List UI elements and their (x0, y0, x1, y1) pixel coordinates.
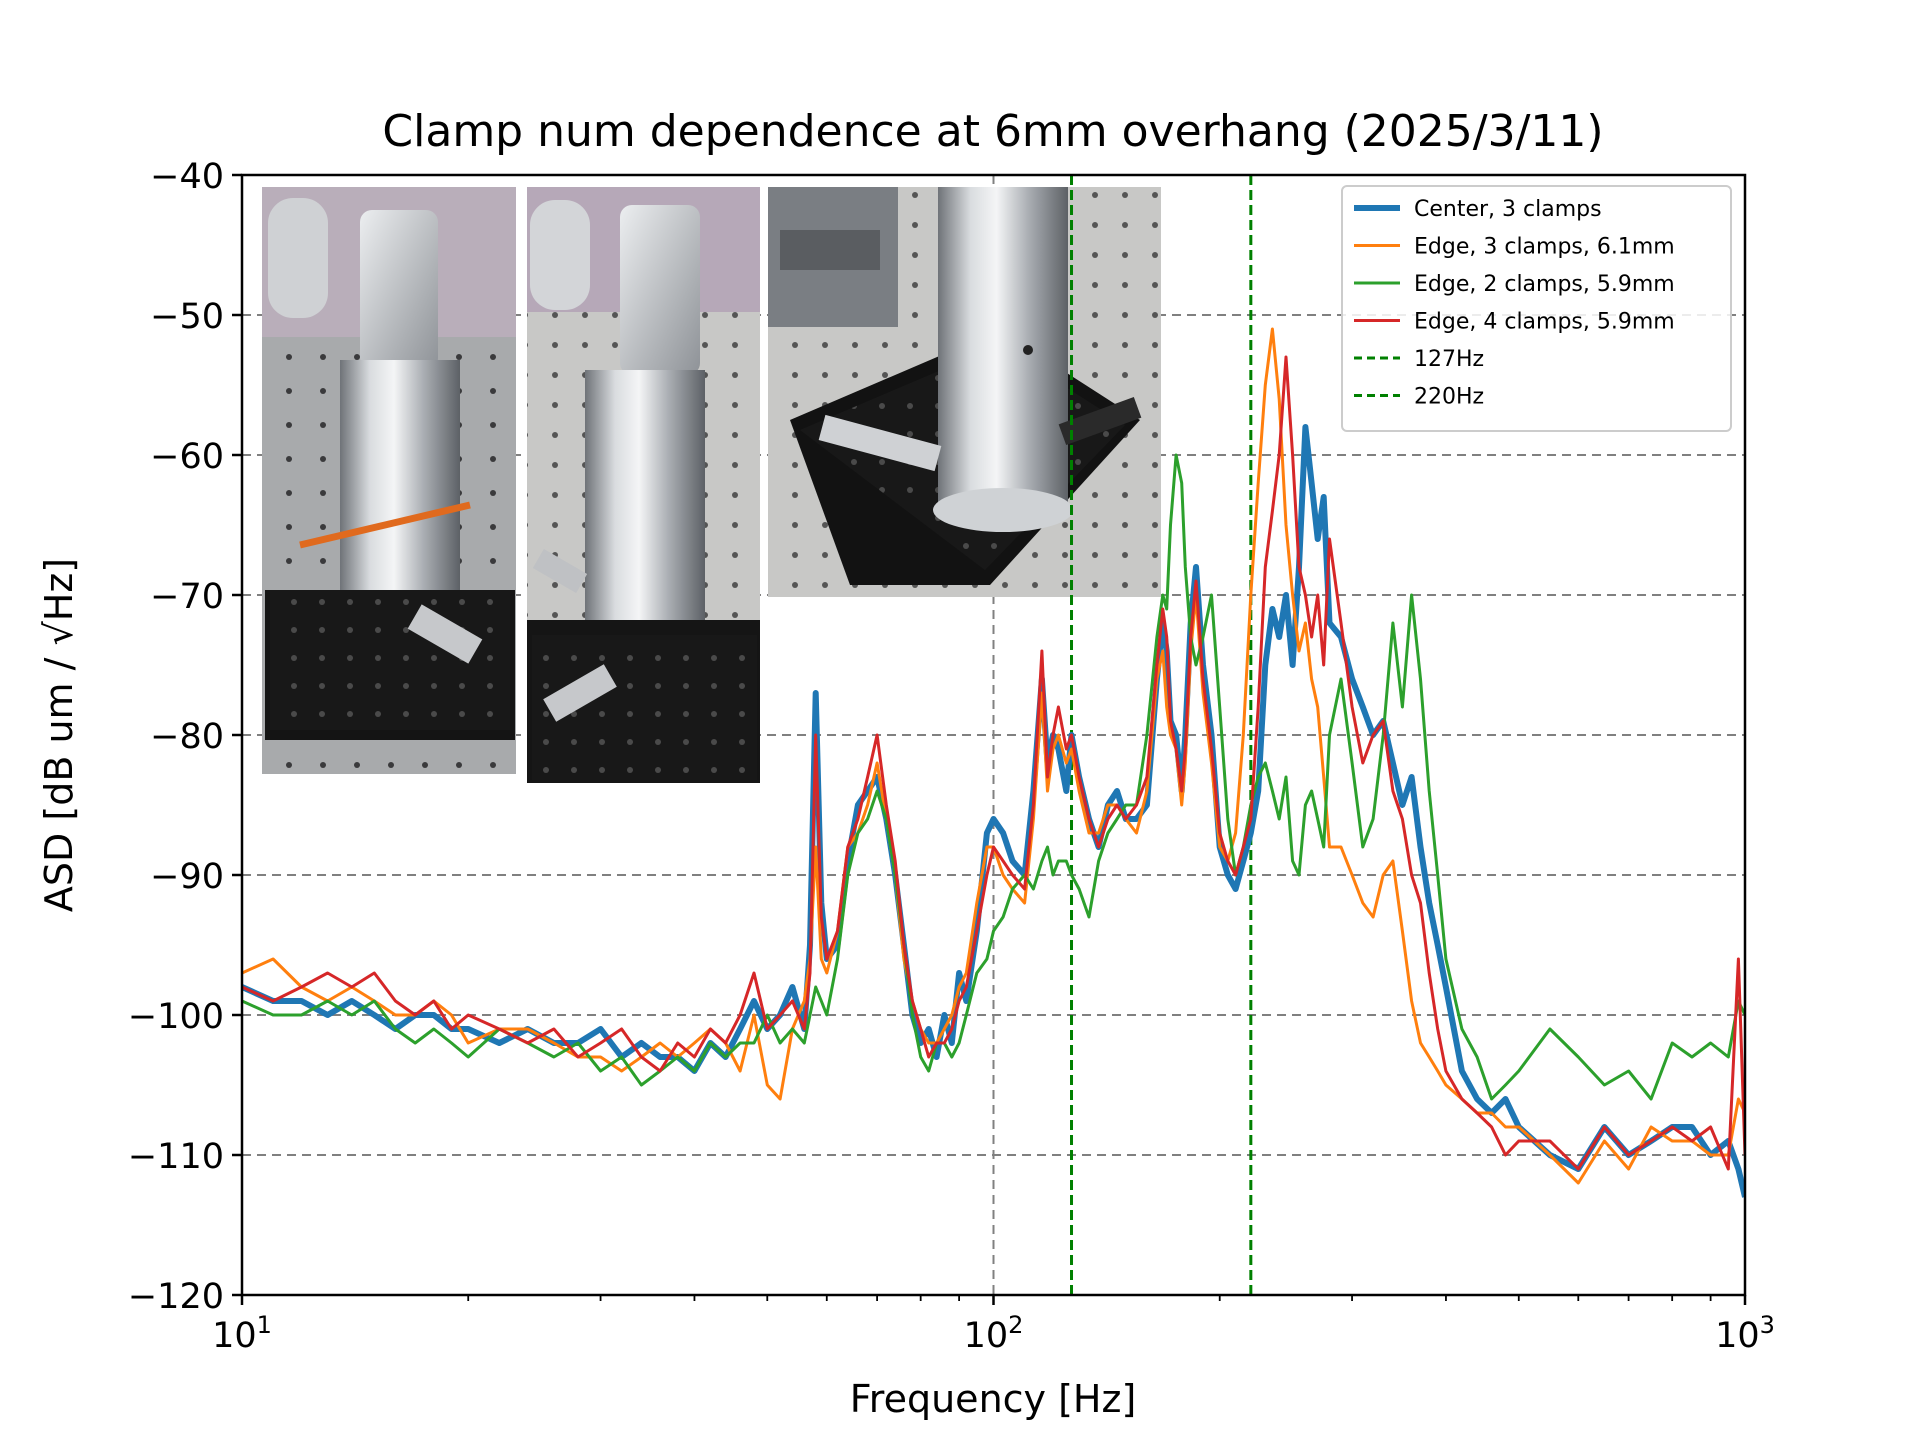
legend-label: Edge, 2 clamps, 5.9mm (1414, 272, 1675, 297)
y-tick-label: −90 (150, 857, 224, 897)
chart-title: Clamp num dependence at 6mm overhang (20… (382, 106, 1603, 157)
legend-label: 220Hz (1414, 385, 1484, 410)
y-axis-label: ASD [dB um / √Hz] (37, 558, 81, 912)
inset-photo-middle (527, 187, 760, 783)
x-axis-label: Frequency [Hz] (850, 1377, 1137, 1421)
x-tick-label: 101 (212, 1311, 272, 1356)
series-lines (242, 327, 1745, 1198)
y-tick-label: −50 (150, 297, 224, 337)
legend-label: 127Hz (1414, 347, 1484, 372)
series-line-edge_2 (242, 453, 1745, 1101)
legend-label: Edge, 3 clamps, 6.1mm (1414, 235, 1675, 260)
y-tick-label: −60 (150, 437, 224, 477)
x-tick-label: 103 (1715, 1311, 1775, 1356)
y-tick-label: −120 (128, 1277, 224, 1317)
legend-label: Edge, 4 clamps, 5.9mm (1414, 310, 1675, 335)
y-tick-label: −110 (128, 1137, 224, 1177)
inset-photo-right (768, 187, 1161, 597)
x-tick-label: 102 (964, 1311, 1024, 1356)
inset-photo-left (262, 187, 516, 774)
legend: Center, 3 clamps Edge, 3 clamps, 6.1mm Edg… (1341, 185, 1732, 432)
y-tick-label: −40 (150, 157, 224, 197)
y-tick-label: −100 (128, 997, 224, 1037)
y-tick-label: −80 (150, 717, 224, 757)
y-tick-label: −70 (150, 577, 224, 617)
legend-box (1341, 185, 1732, 432)
legend-label: Center, 3 clamps (1414, 197, 1602, 222)
series-line-edge_4 (242, 355, 1745, 1171)
